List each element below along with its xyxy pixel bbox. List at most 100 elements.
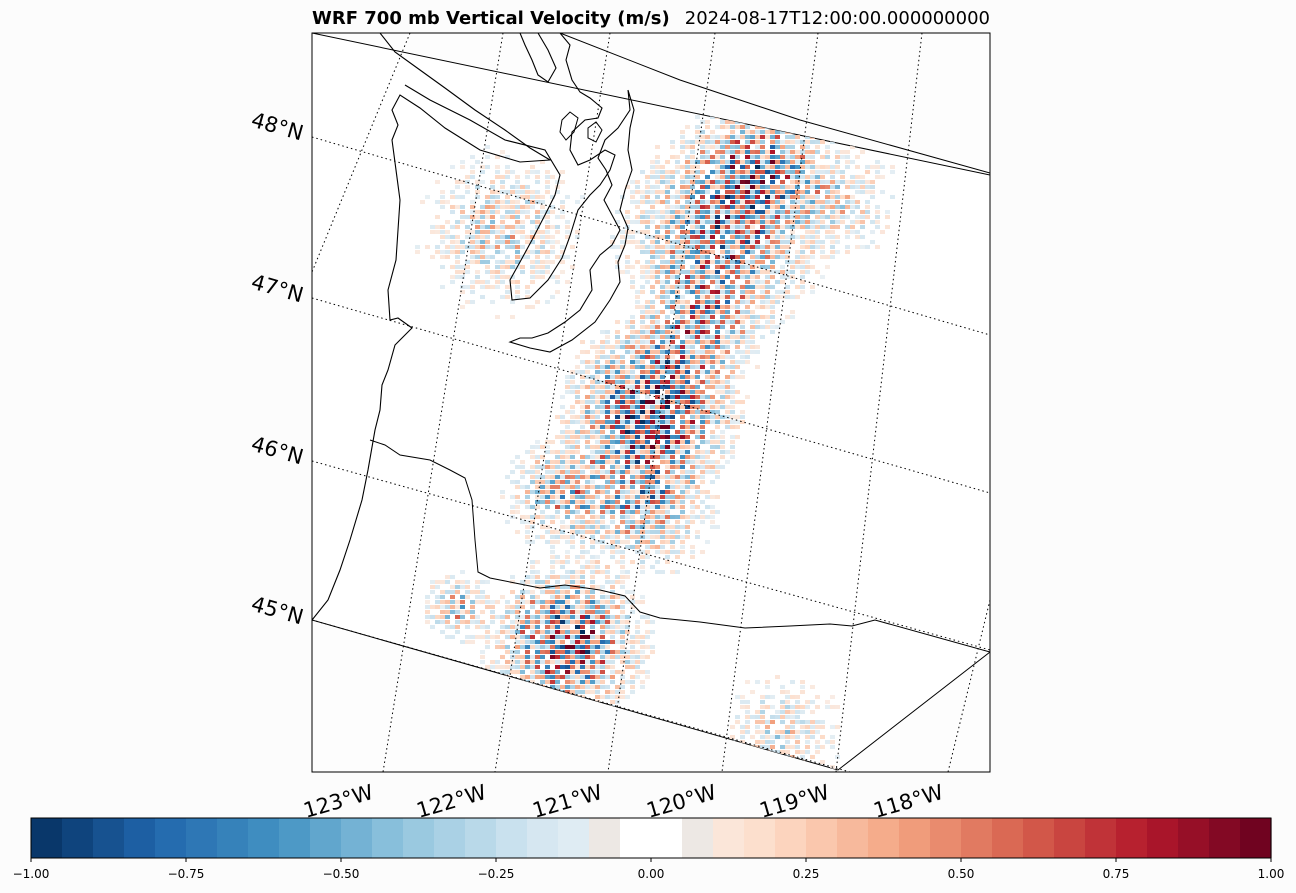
velocity-cell <box>530 250 535 254</box>
velocity-cell <box>510 495 515 499</box>
velocity-cell <box>605 505 610 509</box>
velocity-cell <box>440 595 445 599</box>
velocity-cell <box>680 510 685 514</box>
velocity-cell <box>670 570 675 574</box>
velocity-cell <box>680 450 685 454</box>
velocity-cell <box>560 475 565 479</box>
velocity-cell <box>660 270 665 274</box>
velocity-cell <box>625 490 630 494</box>
velocity-cell <box>660 370 665 374</box>
velocity-cell <box>615 575 620 579</box>
velocity-cell <box>625 460 630 464</box>
velocity-cell <box>720 400 725 404</box>
velocity-cell <box>610 445 615 449</box>
velocity-cell <box>670 540 675 544</box>
velocity-cell <box>675 345 680 349</box>
velocity-cell <box>720 185 725 189</box>
velocity-cell <box>745 295 750 299</box>
velocity-cell <box>770 315 775 319</box>
velocity-cell <box>455 225 460 229</box>
velocity-cell <box>745 150 750 154</box>
velocity-cell <box>655 325 660 329</box>
velocity-cell <box>770 325 775 329</box>
velocity-cell <box>590 505 595 509</box>
velocity-cell <box>725 345 730 349</box>
velocity-cell <box>725 150 730 154</box>
velocity-cell <box>655 175 660 179</box>
velocity-cell <box>765 725 770 729</box>
velocity-cell <box>500 645 505 649</box>
velocity-cell <box>715 230 720 234</box>
velocity-cell <box>750 715 755 719</box>
velocity-cell <box>685 310 690 314</box>
velocity-cell <box>610 355 615 359</box>
velocity-cell <box>815 230 820 234</box>
velocity-cell <box>565 650 570 654</box>
velocity-cell <box>530 675 535 679</box>
velocity-cell <box>570 610 575 614</box>
velocity-cell <box>590 670 595 674</box>
velocity-cell <box>465 215 470 219</box>
velocity-cell <box>690 220 695 224</box>
velocity-cell <box>765 730 770 734</box>
velocity-cell <box>870 220 875 224</box>
velocity-cell <box>610 665 615 669</box>
velocity-cell <box>680 220 685 224</box>
velocity-cell <box>745 240 750 244</box>
velocity-cell <box>425 610 430 614</box>
velocity-cell <box>765 705 770 709</box>
velocity-cell <box>670 195 675 199</box>
velocity-cell <box>750 235 755 239</box>
velocity-cell <box>610 345 615 349</box>
velocity-cell <box>510 650 515 654</box>
velocity-cell <box>775 170 780 174</box>
velocity-cell <box>580 605 585 609</box>
velocity-cell <box>620 480 625 484</box>
velocity-cell <box>485 145 490 149</box>
velocity-cell <box>720 310 725 314</box>
velocity-cell <box>705 540 710 544</box>
velocity-cell <box>630 545 635 549</box>
velocity-cell <box>595 585 600 589</box>
velocity-cell <box>550 475 555 479</box>
velocity-cell <box>625 400 630 404</box>
velocity-cell <box>650 245 655 249</box>
velocity-cell <box>710 335 715 339</box>
velocity-cell <box>585 365 590 369</box>
velocity-cell <box>575 450 580 454</box>
velocity-cell <box>665 205 670 209</box>
velocity-cell <box>655 475 660 479</box>
velocity-cell <box>590 495 595 499</box>
velocity-cell <box>750 170 755 174</box>
velocity-cell <box>620 375 625 379</box>
velocity-cell <box>500 150 505 154</box>
velocity-cell <box>580 405 585 409</box>
velocity-cell <box>825 230 830 234</box>
velocity-cell <box>665 535 670 539</box>
velocity-cell <box>645 310 650 314</box>
velocity-cell <box>515 650 520 654</box>
velocity-cell <box>630 395 635 399</box>
velocity-cell <box>575 625 580 629</box>
velocity-cell <box>785 175 790 179</box>
velocity-cell <box>720 240 725 244</box>
velocity-cell <box>720 405 725 409</box>
velocity-cell <box>515 645 520 649</box>
velocity-cell <box>775 240 780 244</box>
velocity-cell <box>725 185 730 189</box>
velocity-cell <box>545 225 550 229</box>
velocity-cell <box>605 645 610 649</box>
velocity-cell <box>455 235 460 239</box>
velocity-cell <box>710 450 715 454</box>
colorbar-level <box>651 818 683 858</box>
velocity-cell <box>600 330 605 334</box>
velocity-cell <box>635 290 640 294</box>
velocity-cell <box>485 280 490 284</box>
velocity-cell <box>615 360 620 364</box>
velocity-cell <box>560 610 565 614</box>
velocity-cell <box>600 615 605 619</box>
velocity-cell <box>750 340 755 344</box>
velocity-cell <box>570 405 575 409</box>
velocity-cell <box>745 345 750 349</box>
velocity-cell <box>480 580 485 584</box>
